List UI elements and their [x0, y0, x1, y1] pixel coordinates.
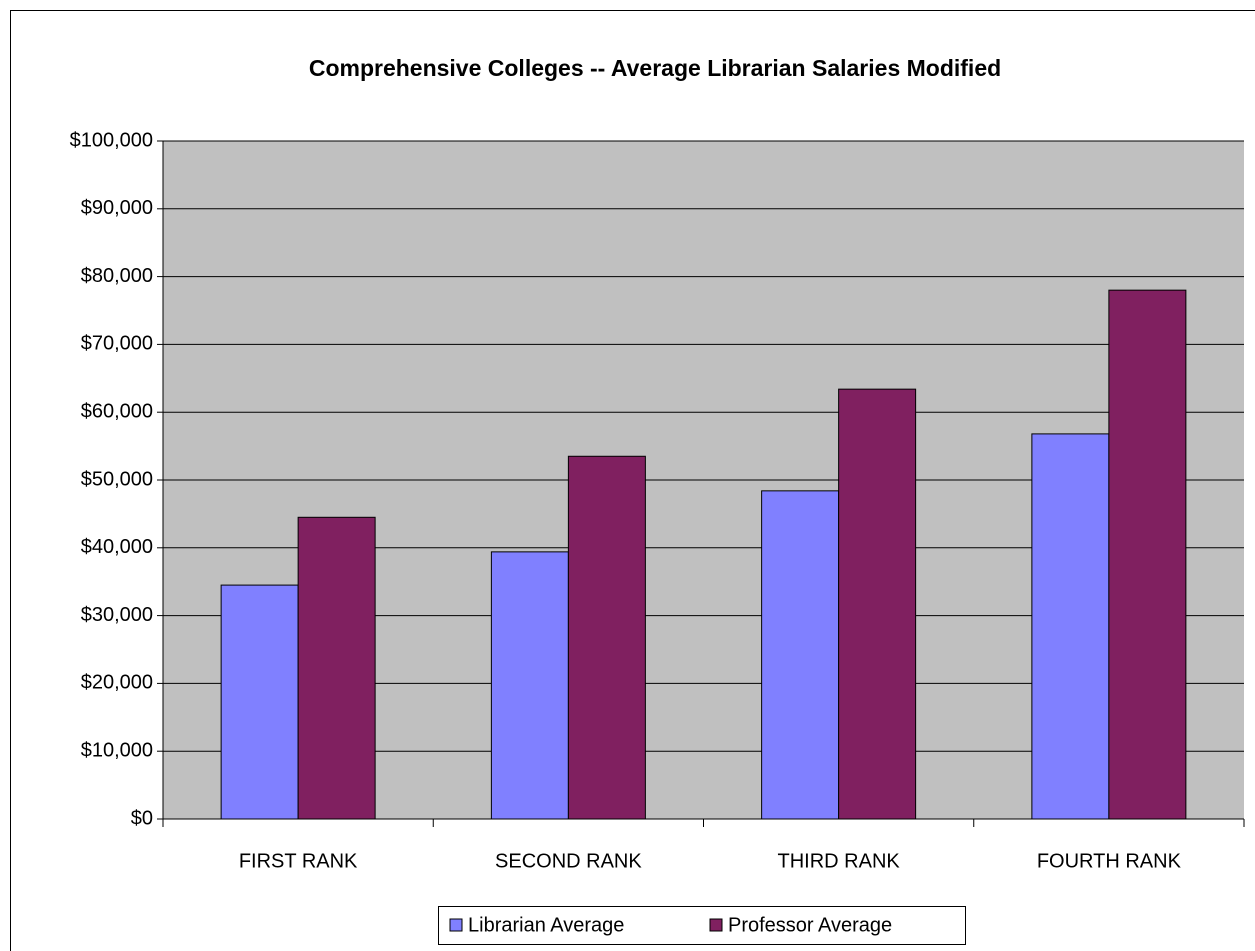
y-tick-label: $40,000: [81, 536, 153, 558]
y-tick-label: $60,000: [81, 400, 153, 422]
x-tick-label: SECOND RANK: [495, 850, 642, 872]
legend-box: [438, 906, 966, 945]
bar: [567, 455, 646, 820]
y-tick-label: $90,000: [81, 197, 153, 219]
legend-label: Professor Average: [728, 914, 892, 936]
x-tick-label: THIRD RANK: [778, 850, 901, 872]
legend-swatch: [449, 918, 463, 932]
bar: [297, 516, 376, 820]
y-tick-label: $100,000: [70, 129, 153, 151]
bar: [1031, 433, 1110, 820]
y-tick-label: $20,000: [81, 672, 153, 694]
bar: [1108, 289, 1187, 820]
y-tick-label: $0: [131, 807, 153, 829]
x-tick-label: FOURTH RANK: [1037, 850, 1182, 872]
chart-title: Comprehensive Colleges -- Average Librar…: [309, 55, 1001, 81]
legend-label: Librarian Average: [468, 914, 624, 936]
y-tick-label: $10,000: [81, 739, 153, 761]
y-tick-label: $30,000: [81, 604, 153, 626]
legend-swatch: [709, 918, 723, 932]
y-tick-label: $70,000: [81, 333, 153, 355]
bar: [220, 584, 299, 820]
bar: [838, 388, 917, 820]
bar: [490, 551, 569, 820]
y-tick-label: $50,000: [81, 468, 153, 490]
y-tick-label: $80,000: [81, 265, 153, 287]
bar: [761, 490, 840, 820]
x-tick-label: FIRST RANK: [239, 850, 358, 872]
